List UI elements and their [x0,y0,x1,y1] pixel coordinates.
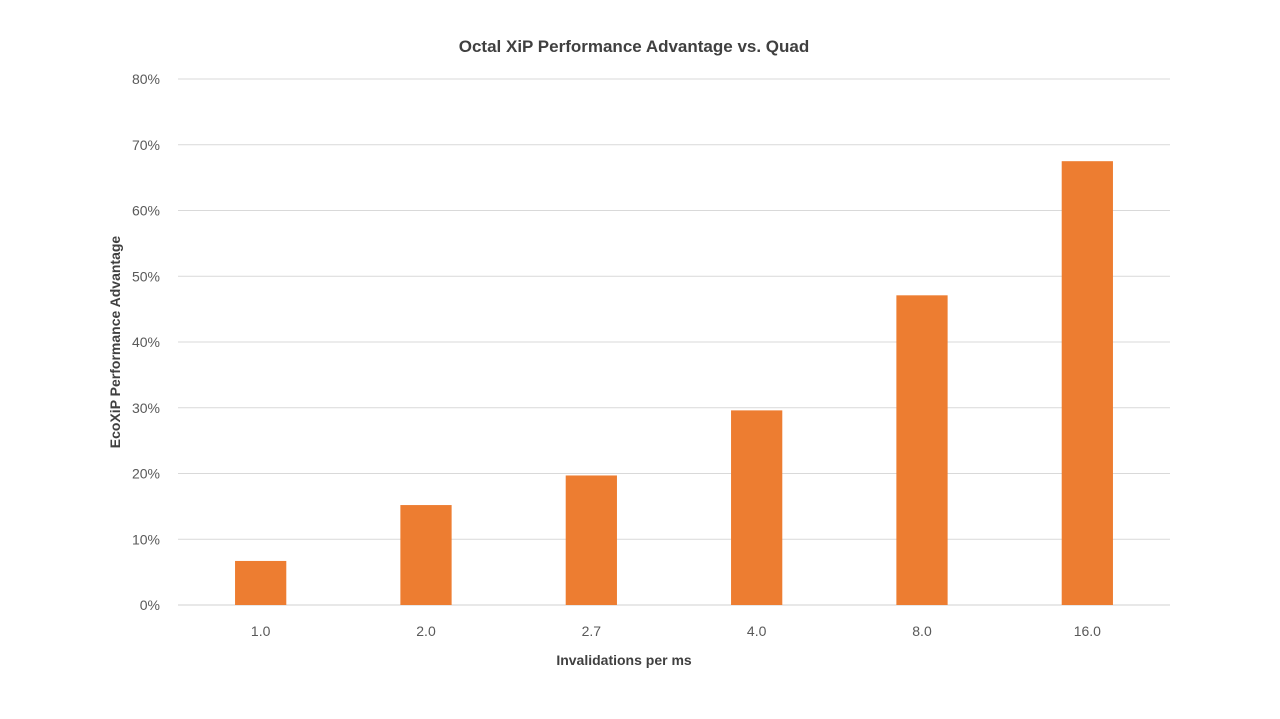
y-tick-label: 10% [132,531,160,547]
bar-2.0 [400,505,452,605]
gridlines [178,78,1170,606]
bar-2.7 [565,475,617,605]
chart-title: Octal XiP Performance Advantage vs. Quad [459,37,810,56]
y-tick-label: 60% [132,203,160,219]
x-tick-label: 16.0 [1074,623,1101,639]
x-tick-label: 1.0 [251,623,271,639]
y-tick-label: 0% [140,597,160,613]
y-tick-label: 70% [132,137,160,153]
bar-4.0 [731,410,783,605]
bar-1.0 [235,560,287,605]
y-axis-ticks: 0% 10% 20% 30% 40% 50% 60% 70% 80% [132,71,160,613]
x-tick-label: 4.0 [747,623,767,639]
x-tick-label: 2.0 [416,623,436,639]
bar-8.0 [896,295,948,605]
y-tick-label: 50% [132,268,160,284]
y-tick-label: 80% [132,71,160,87]
y-tick-label: 20% [132,466,160,482]
x-tick-label: 8.0 [912,623,932,639]
x-axis-ticks: 1.0 2.0 2.7 4.0 8.0 16.0 [251,623,1101,639]
bar-16.0 [1061,161,1113,605]
x-tick-label: 2.7 [582,623,602,639]
bars [235,161,1113,605]
x-axis-label: Invalidations per ms [556,652,692,668]
y-tick-label: 30% [132,400,160,416]
y-tick-label: 40% [132,334,160,350]
y-axis-label: EcoXiP Performance Advantage [107,236,123,449]
